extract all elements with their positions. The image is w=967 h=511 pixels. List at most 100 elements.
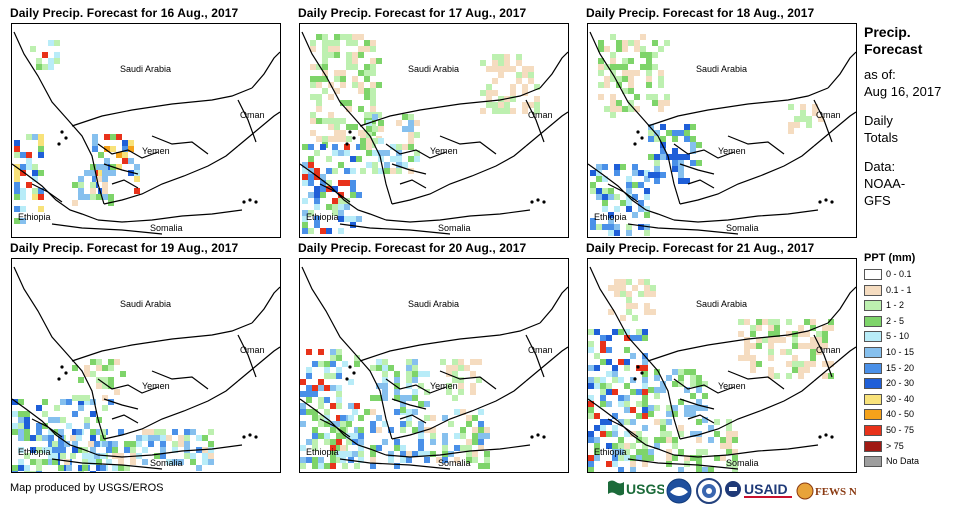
precip-cell [318,361,324,367]
precip-cell [108,441,114,447]
precip-cell [354,355,360,361]
precip-cell [336,397,342,403]
precip-cell [478,427,484,433]
precip-cell [418,371,424,377]
saudi-arabia-label: Saudi Arabia [120,64,171,74]
precip-cell [358,427,364,433]
precip-cell [424,415,430,421]
precip-cell [334,118,340,124]
precip-cell [326,228,332,234]
precip-cell [622,40,628,46]
precip-cell [340,415,346,421]
precip-cell [166,459,172,465]
precip-cell [598,70,604,76]
precip-cell [332,168,338,174]
precip-cell [154,453,160,459]
precip-cell [300,445,306,451]
precip-cell [318,415,324,421]
precip-cell [788,122,794,128]
precip-cell [804,331,810,337]
precip-cell [358,34,364,40]
legend-title-line1: Precip. [864,24,911,40]
precip-cell [394,383,400,389]
precip-cell [466,445,472,451]
precip-cell [726,425,732,431]
precip-cell [300,463,306,469]
precip-cell [90,182,96,188]
precip-cell [318,463,324,469]
precip-cell [644,176,650,182]
island [254,200,258,204]
precip-cell [750,367,756,373]
precip-cell [666,431,672,437]
precip-cell [402,144,408,150]
precip-cell [330,385,336,391]
precip-cell [376,365,382,371]
precip-cell [326,156,332,162]
precip-cell [612,443,618,449]
precip-cell [322,70,328,76]
precip-cell [352,439,358,445]
precip-cell [338,216,344,222]
precip-cell [184,453,190,459]
precip-cell [314,222,320,228]
precip-cell [466,451,472,457]
precip-cell [102,170,108,176]
precip-cell [370,130,376,136]
precip-cell [318,397,324,403]
precip-cell [510,84,516,90]
precip-cell [366,162,372,168]
data-source-line2: GFS [864,193,891,208]
precip-cell [624,365,630,371]
precip-cell [338,210,344,216]
precip-cell [786,349,792,355]
precip-cell [666,375,672,381]
island [352,371,356,375]
precip-cell [606,389,612,395]
precip-cell [684,154,690,160]
precip-cell [614,164,620,170]
precip-cell [472,457,478,463]
precip-cell [30,459,36,465]
precip-cell [96,465,102,471]
precip-cell [664,40,670,46]
precip-cell [208,447,214,453]
precip-cell [626,224,632,230]
precip-cell [804,367,810,373]
precip-cell [616,46,622,52]
precip-cell [418,433,424,439]
precip-cell [458,359,464,365]
precip-cell [622,70,628,76]
precip-cell [774,325,780,331]
precip-cell [346,100,352,106]
precip-cell [12,471,18,472]
precip-cell [322,34,328,40]
precip-cell [786,331,792,337]
precip-cell [750,355,756,361]
precip-cell [102,182,108,188]
precip-cell [690,393,696,399]
precip-cell [638,279,644,285]
precip-cell [316,82,322,88]
forecast-panel-1: Daily Precip. Forecast for 16 Aug., 2017… [10,6,300,242]
precip-cell [822,325,828,331]
precip-cell [202,435,208,441]
precip-cell [442,433,448,439]
precip-cell [408,138,414,144]
precip-cell [160,453,166,459]
precip-cell [98,152,104,158]
precip-cell [160,441,166,447]
precip-cell [632,303,638,309]
ppt-legend-swatch [864,409,882,421]
precip-cell [590,218,596,224]
precip-cell [690,431,696,437]
island [830,200,834,204]
precip-cell [672,381,678,387]
precip-cell [616,64,622,70]
precip-cell [346,124,352,130]
precip-cell [96,176,102,182]
precip-cell [354,433,360,439]
precip-cell [666,455,672,461]
precip-cell [470,383,476,389]
precip-cell [316,76,322,82]
